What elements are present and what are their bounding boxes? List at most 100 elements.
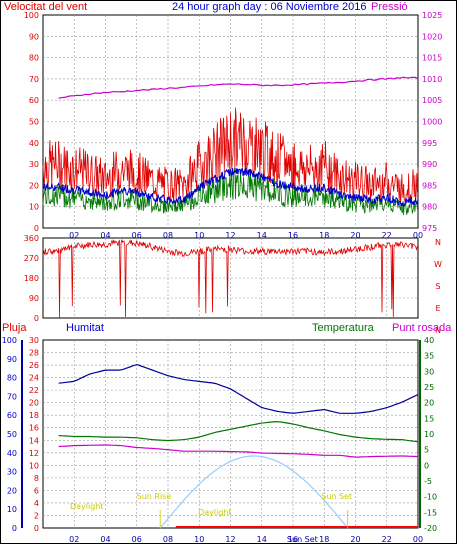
dewpoint-label: Punt rosada [392,322,452,334]
direction-axis-tick: 90 [29,294,39,303]
rain-axis-tick: 8 [34,474,39,483]
sunset-label: Sun Set [321,492,352,501]
rain-axis-tick: 14 [29,436,39,445]
x-axis-tick: 04 [100,535,110,544]
x-axis-tick: 12 [225,535,235,544]
rain-axis-tick: 22 [29,386,39,395]
x-axis-tick: 20 [350,231,360,240]
wind-axis-tick: 50 [29,118,39,127]
direction-axis-tick: 360 [24,234,39,243]
temp-axis-tick: -5 [424,477,432,486]
x-axis-tick: 00 [413,231,423,240]
rain-axis-tick: 0 [34,524,39,533]
wind-low-line [42,168,419,216]
temp-axis-tick: -20 [424,524,437,533]
humidity-axis-tick: 0 [12,524,17,533]
temperature-label: Temperatura [312,322,375,334]
x-axis-tick: 10 [194,535,204,544]
x-axis-tick: 06 [132,231,142,240]
temp-axis-tick: 0 [424,461,429,470]
humidity-axis-tick: 70 [7,392,17,401]
x-axis-tick: 14 [257,535,267,544]
temp-axis-tick: 25 [424,383,434,392]
x-axis-tick: 14 [257,231,267,240]
wind-axis-tick: 70 [29,75,39,84]
x-axis-tick: 06 [132,535,142,544]
humidity-line [58,363,419,414]
temp-axis-tick: -10 [424,493,437,502]
temp-axis-tick: 30 [424,367,434,376]
wind-axis-tick: 30 [29,160,39,169]
humidity-axis-tick: 10 [7,505,17,514]
rain-axis-tick: 20 [29,399,39,408]
humidity-axis-tick: 80 [7,374,17,383]
temp-axis-tick: 10 [424,430,434,439]
x-axis-tick: 08 [163,231,173,240]
rain-axis-tick: 30 [29,336,39,345]
x-axis-tick: 02 [69,535,79,544]
x-axis-tick: 22 [382,231,392,240]
temp-axis-tick: 15 [424,414,434,423]
humidity-label: Humitat [66,322,104,334]
rain-axis-tick: 26 [29,361,39,370]
temp-axis-tick: 40 [424,336,434,345]
rain-axis-tick: 4 [34,499,39,508]
rain-axis-tick: 18 [29,411,39,420]
rain-axis-tick: 2 [34,511,39,520]
temp-axis-tick: 5 [424,446,429,455]
humidity-axis-tick: 60 [7,411,17,420]
series-layer [42,76,419,529]
dewpoint-line [58,444,419,458]
pressure-line [58,76,419,99]
chart-title: 24 hour graph day : 06 Noviembre 2016 [172,1,366,13]
temperature-line [58,420,419,443]
wind-axis-tick: 60 [29,96,39,105]
x-axis-tick: 02 [69,231,79,240]
wind-speed-line [42,107,419,204]
pressure-axis-tick: 975 [422,224,437,233]
pressure-axis-tick: 990 [422,160,437,169]
wind-average-line [42,167,419,208]
pressure-axis-tick: 985 [422,181,437,190]
x-axis-tick: 16 [288,231,298,240]
events-layer: Daylight Sun Rise Daylight Sun Set Sun Set [70,492,352,544]
daylight-end-label: Daylight [198,508,232,517]
sunrise-label: Sun Rise [137,492,172,501]
x-axis-tick: 22 [382,535,392,544]
x-axis-tick: 04 [100,231,110,240]
temp-axis-tick: -15 [424,508,437,517]
temp-axis-tick: 20 [424,399,434,408]
wind-axis-tick: 90 [29,32,39,41]
wind-axis-tick: 80 [29,54,39,63]
pressure-axis-tick: 1025 [422,11,442,20]
x-axis-tick: 18 [319,535,329,544]
humidity-axis-tick: 40 [7,449,17,458]
direction-axis-tick: 270 [24,254,39,263]
pressure-label: Pressió [371,1,408,13]
direction-axis-tick: 180 [24,274,39,283]
x-axis-tick: 18 [319,231,329,240]
wind-axis-tick: 40 [29,139,39,148]
rain-label: Pluja [2,322,27,334]
wind-axis-tick: 10 [29,203,39,212]
x-axis-tick: 16 [288,535,298,544]
humidity-axis-tick: 100 [2,336,17,345]
pressure-axis-tick: 1010 [422,75,442,84]
direction-axis-tick: 0 [34,314,39,323]
pressure-axis-tick: 1000 [422,118,442,127]
rain-bar [175,526,418,528]
rain-axis-tick: 12 [29,449,39,458]
pressure-axis-tick: 980 [422,203,437,212]
wind-direction-line [42,239,419,318]
compass-label: N [435,238,441,247]
humidity-axis-tick: 30 [7,468,17,477]
compass-label: W [434,260,442,269]
compass-label: N [435,326,441,335]
x-axis-tick: 08 [163,535,173,544]
pressure-axis-tick: 1005 [422,96,442,105]
wind-axis-tick: 20 [29,181,39,190]
x-axis-tick: 20 [350,535,360,544]
